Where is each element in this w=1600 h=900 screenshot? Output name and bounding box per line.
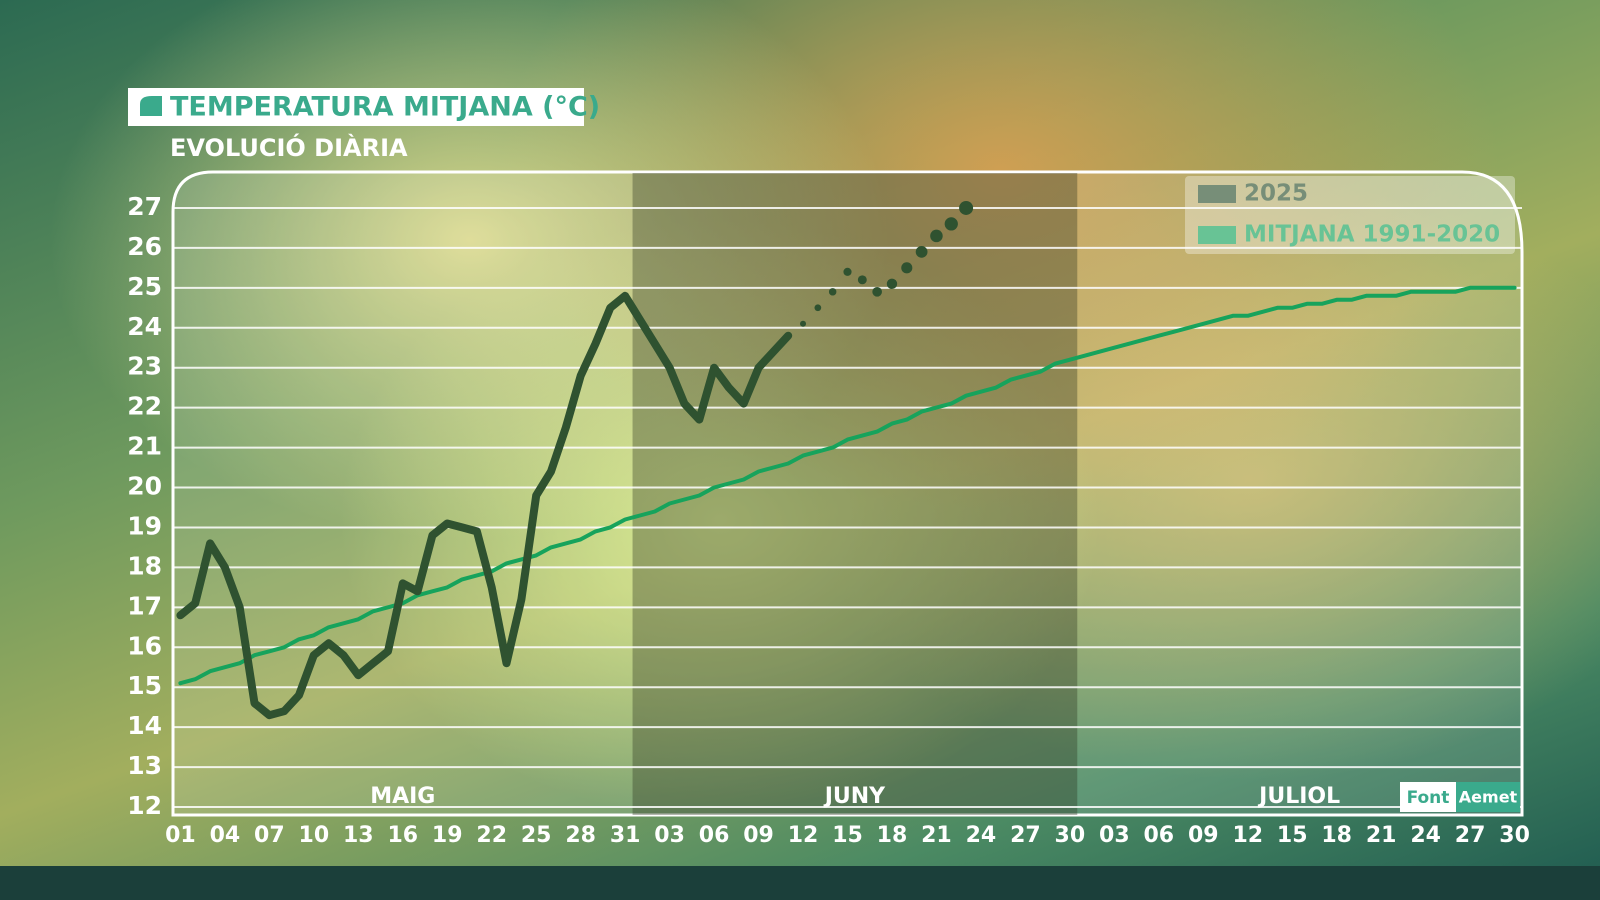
y-tick-label: 16	[127, 631, 162, 660]
x-tick-label: 04	[210, 823, 241, 848]
source-box	[1456, 782, 1520, 812]
x-tick-label: 03	[1099, 823, 1130, 848]
forecast-dot	[843, 267, 852, 276]
y-tick-label: 19	[127, 511, 162, 540]
x-tick-label: 21	[1366, 823, 1397, 848]
x-tick-label: 10	[299, 823, 330, 848]
bottom-bar	[0, 866, 1600, 900]
x-tick-label: 22	[476, 823, 507, 848]
x-tick-label: 18	[877, 823, 908, 848]
y-tick-label: 26	[127, 232, 162, 261]
x-tick-label: 07	[254, 823, 285, 848]
forecast-dot	[944, 217, 958, 231]
forecast-dot	[930, 229, 943, 243]
x-tick-label: 27	[1010, 823, 1041, 848]
y-tick-label: 15	[127, 671, 162, 700]
y-tick-label: 20	[127, 472, 162, 501]
y-tick-label: 12	[127, 791, 162, 820]
x-tick-label: 25	[521, 823, 552, 848]
series-line	[178, 285, 1517, 686]
x-tick-label: 06	[699, 823, 730, 848]
title-box	[128, 88, 584, 126]
x-tick-label: 31	[610, 823, 641, 848]
forecast-dot	[814, 304, 822, 312]
y-tick-label: 13	[127, 751, 162, 780]
month-label: JUNY	[823, 784, 886, 809]
legend-swatch	[1198, 226, 1236, 244]
x-tick-label: 13	[343, 823, 374, 848]
source-name: Aemet	[1459, 788, 1518, 807]
month-label: JULIOL	[1257, 784, 1340, 809]
x-tick-label: 24	[1410, 823, 1441, 848]
forecast-dot	[800, 320, 807, 327]
x-tick-label: 12	[788, 823, 819, 848]
x-tick-label: 03	[654, 823, 685, 848]
chart-title: TEMPERATURA MITJANA (°C)	[170, 92, 600, 123]
forecast-dot	[886, 278, 898, 290]
legend-label: MITJANA 1991-2020	[1244, 222, 1500, 248]
x-tick-label: 01	[165, 823, 196, 848]
y-tick-label: 17	[127, 591, 162, 620]
y-tick-label: 25	[127, 272, 162, 301]
series-line	[176, 291, 793, 720]
y-tick-label: 21	[127, 432, 162, 461]
forecast-dot	[901, 262, 913, 274]
title-icon	[140, 96, 162, 116]
y-tick-label: 24	[127, 312, 162, 341]
x-tick-label: 30	[1499, 823, 1530, 848]
x-tick-label: 16	[387, 823, 418, 848]
legend-box	[1185, 176, 1515, 254]
legend-label: 2025	[1244, 181, 1308, 207]
source-label-box	[1400, 782, 1456, 812]
legend-swatch	[1198, 185, 1236, 203]
chart-subtitle: EVOLUCIÓ DIÀRIA	[170, 132, 408, 162]
x-tick-label: 30	[1055, 823, 1086, 848]
month-band	[632, 173, 1078, 815]
month-label: MAIG	[370, 784, 435, 809]
y-tick-label: 23	[127, 352, 162, 381]
x-tick-label: 12	[1232, 823, 1263, 848]
source-label: Font	[1407, 788, 1450, 808]
y-tick-label: 22	[127, 392, 162, 421]
x-tick-label: 06	[1143, 823, 1174, 848]
forecast-dot	[872, 286, 882, 297]
x-tick-label: 19	[432, 823, 463, 848]
y-tick-label: 18	[127, 551, 162, 580]
y-tick-label: 14	[127, 711, 162, 740]
x-tick-label: 18	[1321, 823, 1352, 848]
forecast-dot	[828, 288, 837, 296]
x-tick-label: 15	[832, 823, 863, 848]
x-tick-label: 09	[1188, 823, 1219, 848]
x-tick-label: 27	[1455, 823, 1486, 848]
x-tick-label: 21	[921, 823, 952, 848]
x-tick-label: 24	[966, 823, 997, 848]
x-tick-label: 15	[1277, 823, 1308, 848]
forecast-dot	[959, 200, 974, 215]
x-tick-label: 28	[565, 823, 596, 848]
forecast-dot	[857, 275, 867, 285]
y-tick-label: 27	[127, 192, 162, 221]
forecast-dot	[915, 245, 928, 258]
x-tick-label: 09	[743, 823, 774, 848]
